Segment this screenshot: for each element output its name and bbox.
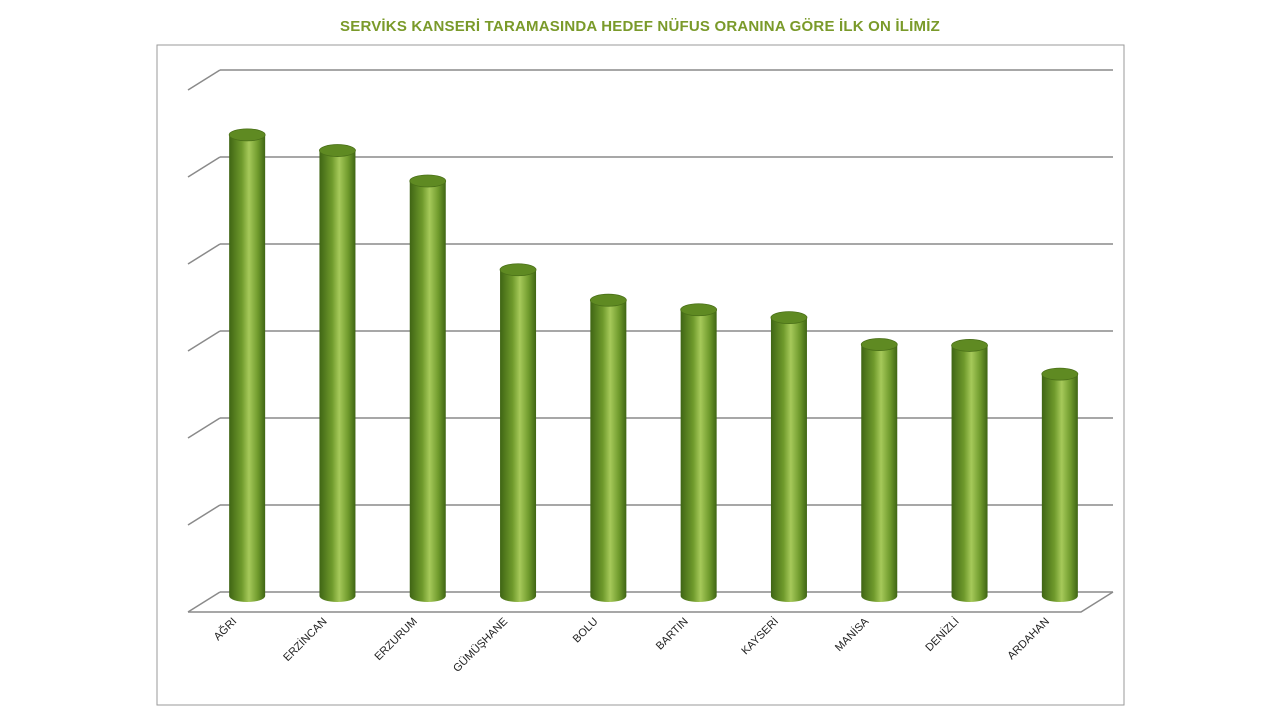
bar bbox=[499, 263, 537, 602]
category-label: ARDAHAN bbox=[1005, 616, 1052, 663]
bar-body bbox=[409, 181, 446, 602]
gridline-depth bbox=[187, 591, 221, 613]
gridline-depth bbox=[187, 156, 221, 178]
category-label: DENİZLİ bbox=[923, 615, 962, 654]
bar-cap bbox=[409, 174, 447, 188]
bar-body bbox=[229, 134, 266, 602]
plot-frame bbox=[156, 44, 1125, 706]
bar bbox=[589, 293, 627, 602]
bars bbox=[228, 128, 1079, 602]
bar bbox=[1041, 367, 1079, 602]
bar-cap bbox=[951, 339, 988, 352]
gridline-depth bbox=[187, 417, 221, 439]
bar bbox=[860, 338, 898, 602]
bar bbox=[228, 128, 266, 602]
bar-cap bbox=[228, 128, 266, 142]
bar-body bbox=[1041, 374, 1078, 602]
category-label: KAYSERİ bbox=[739, 615, 781, 657]
bar bbox=[951, 339, 988, 602]
gridline-depth bbox=[187, 243, 221, 265]
category-label: GÜMÜŞHANE bbox=[451, 616, 510, 675]
gridline-depth bbox=[187, 330, 221, 352]
bar-cap bbox=[1041, 367, 1079, 381]
gridline-depth bbox=[187, 69, 221, 91]
category-label: BOLU bbox=[571, 616, 601, 646]
bar-body bbox=[500, 269, 537, 602]
bar-body bbox=[861, 344, 898, 602]
floor-edge bbox=[188, 591, 1114, 613]
bar-body bbox=[770, 317, 807, 602]
category-label: MANİSA bbox=[832, 614, 871, 653]
bar-body bbox=[951, 345, 988, 602]
bar bbox=[319, 144, 356, 602]
bar bbox=[680, 303, 718, 602]
bar-cap bbox=[680, 303, 718, 317]
category-labels: AĞRI ERZİNCAN ERZURUM GÜMÜŞHANE BOLU BARTIN KA… bbox=[211, 614, 1052, 674]
bar-body bbox=[319, 150, 356, 602]
gridlines bbox=[187, 69, 1114, 613]
bar-cap bbox=[589, 293, 627, 307]
bar-cap bbox=[499, 263, 537, 277]
bar bbox=[409, 174, 447, 602]
bar bbox=[770, 311, 808, 602]
category-label: ERZURUM bbox=[372, 616, 419, 663]
bar-cap bbox=[860, 338, 898, 351]
category-label: AĞRI bbox=[211, 615, 239, 643]
bar-cap bbox=[319, 144, 356, 157]
category-label: BARTIN bbox=[654, 616, 691, 653]
chart-title: SERVİKS KANSERİ TARAMASINDA HEDEF NÜFUS … bbox=[340, 18, 940, 35]
bar-cap bbox=[770, 311, 808, 325]
bar-body bbox=[680, 309, 717, 602]
category-label: ERZİNCAN bbox=[281, 615, 330, 664]
gridline-depth bbox=[187, 504, 221, 526]
bar-body bbox=[590, 300, 627, 602]
